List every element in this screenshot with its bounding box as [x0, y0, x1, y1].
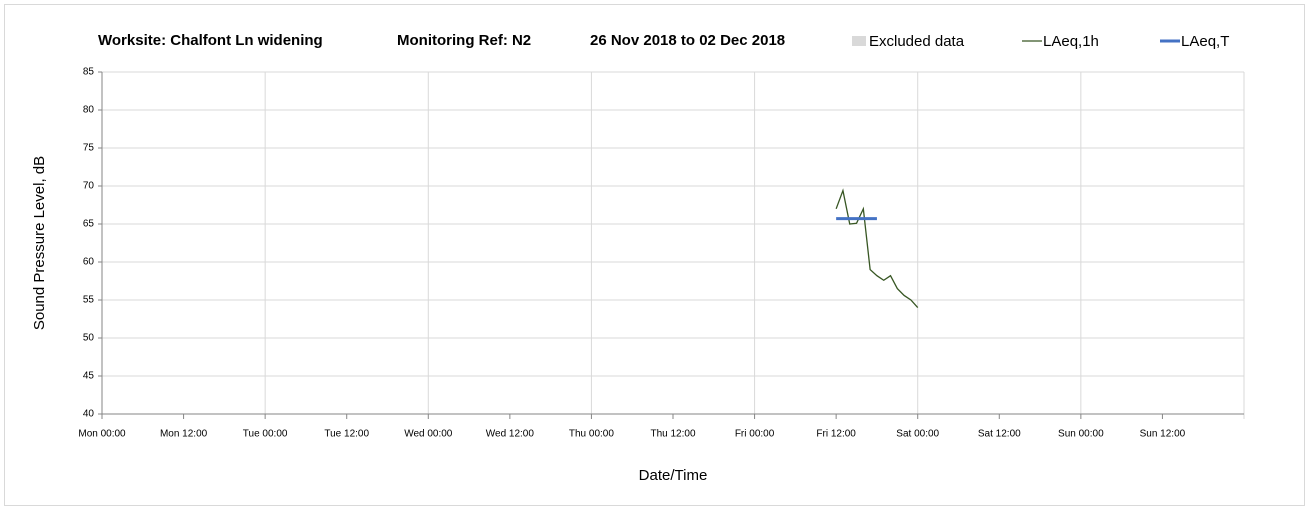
y-tick-label: 85	[83, 67, 95, 78]
chart-border	[4, 4, 1305, 506]
x-tick-label: Sat 00:00	[896, 429, 939, 440]
title-dates: 26 Nov 2018 to 02 Dec 2018	[590, 32, 785, 49]
x-tick-label: Tue 00:00	[243, 429, 288, 440]
y-axis-title: Sound Pressure Level, dB	[31, 156, 48, 330]
x-tick-label: Wed 00:00	[404, 429, 453, 440]
y-tick-label: 65	[83, 219, 95, 230]
x-tick-label: Sun 00:00	[1058, 429, 1104, 440]
legend-label: Excluded data	[869, 33, 965, 50]
x-tick-label: Thu 00:00	[569, 429, 614, 440]
y-tick-label: 55	[83, 295, 95, 306]
y-tick-label: 75	[83, 143, 95, 154]
x-tick-label: Fri 00:00	[735, 429, 775, 440]
x-tick-label: Mon 12:00	[160, 429, 208, 440]
y-tick-label: 50	[83, 333, 95, 344]
y-tick-label: 40	[83, 409, 95, 420]
legend-swatch	[852, 36, 866, 46]
x-axis-title: Date/Time	[639, 467, 708, 484]
x-tick-label: Thu 12:00	[650, 429, 695, 440]
x-tick-label: Mon 00:00	[78, 429, 126, 440]
y-tick-label: 60	[83, 257, 95, 268]
legend-label: LAeq,T	[1181, 33, 1229, 50]
x-tick-label: Wed 12:00	[486, 429, 535, 440]
x-tick-label: Tue 12:00	[324, 429, 369, 440]
y-tick-label: 80	[83, 105, 95, 116]
x-tick-label: Sat 12:00	[978, 429, 1021, 440]
x-tick-label: Sun 12:00	[1140, 429, 1186, 440]
x-tick-label: Fri 12:00	[816, 429, 856, 440]
title-worksite: Worksite: Chalfont Ln widening	[98, 32, 323, 49]
legend-label: LAeq,1h	[1043, 33, 1099, 50]
series-line	[835, 188, 919, 309]
title-ref: Monitoring Ref: N2	[397, 32, 531, 49]
y-tick-label: 45	[83, 371, 95, 382]
y-tick-label: 70	[83, 181, 95, 192]
